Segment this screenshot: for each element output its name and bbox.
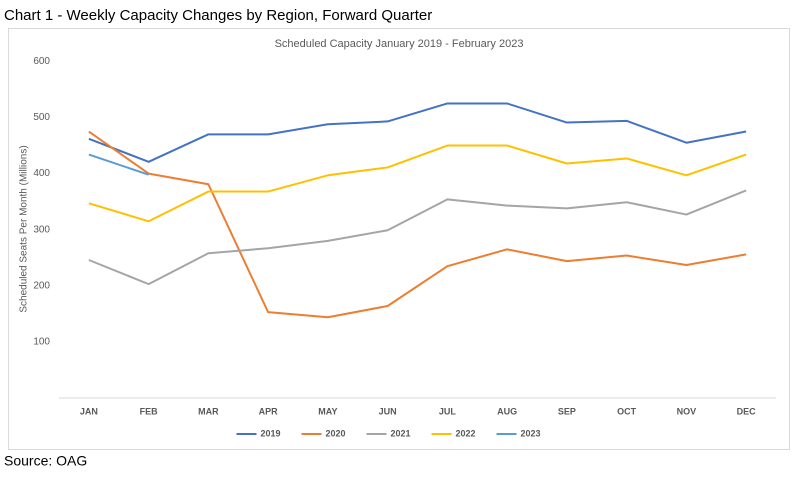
y-tick-label: 100 bbox=[33, 337, 50, 348]
series-line bbox=[88, 144, 747, 223]
y-tick-label: 200 bbox=[33, 280, 50, 291]
x-tick-label: DEC bbox=[737, 406, 757, 416]
x-tick-label: APR bbox=[259, 406, 279, 416]
y-axis-label: Scheduled Seats Per Month (Millions) bbox=[19, 145, 30, 312]
chart-frame bbox=[8, 28, 790, 450]
y-tick-label: 400 bbox=[33, 168, 50, 179]
x-tick-label: NOV bbox=[677, 406, 697, 416]
x-tick-label: MAR bbox=[198, 406, 219, 416]
page-title: Chart 1 - Weekly Capacity Changes by Reg… bbox=[4, 7, 432, 24]
series-line bbox=[88, 189, 747, 286]
x-tick-label: FEB bbox=[140, 406, 159, 416]
y-tick-label: 500 bbox=[33, 112, 50, 123]
legend-label: 2020 bbox=[326, 428, 346, 438]
x-tick-label: JUN bbox=[379, 406, 397, 416]
series-line bbox=[88, 102, 747, 163]
x-tick-label: SEP bbox=[558, 406, 576, 416]
y-tick-label: 600 bbox=[33, 56, 50, 67]
chart-title: Scheduled Capacity January 2019 - Februa… bbox=[275, 38, 524, 50]
x-tick-label: JUL bbox=[439, 406, 457, 416]
series-line bbox=[88, 153, 149, 176]
x-tick-label: OCT bbox=[617, 406, 637, 416]
x-tick-label: MAY bbox=[318, 406, 337, 416]
x-tick-label: AUG bbox=[497, 406, 517, 416]
legend-label: 2022 bbox=[456, 428, 476, 438]
source: Source: OAG bbox=[4, 453, 87, 469]
y-tick-label: 300 bbox=[33, 224, 50, 235]
series-line bbox=[88, 130, 747, 319]
legend-label: 2019 bbox=[261, 428, 281, 438]
legend-label: 2021 bbox=[391, 428, 411, 438]
x-tick-label: JAN bbox=[80, 406, 98, 416]
legend-label: 2023 bbox=[521, 428, 541, 438]
